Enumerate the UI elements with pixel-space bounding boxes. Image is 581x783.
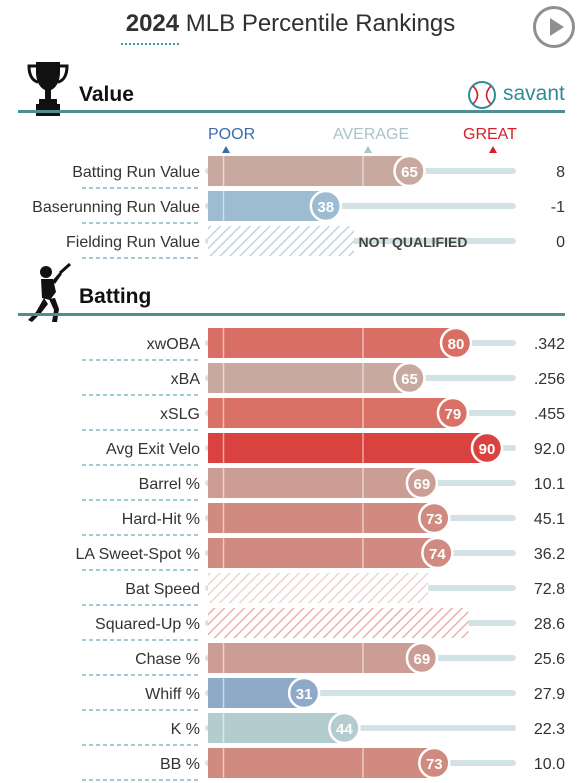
percentile-bubble-whiff <box>287 676 321 710</box>
scale-label-average: AVERAGE <box>333 126 410 143</box>
percentile-bar-squared-up <box>208 608 469 638</box>
percentile-value-k: 44 <box>336 721 353 738</box>
stat-value-hard-hit: 45.1 <box>534 511 565 528</box>
metric-label-fielding-run-value: Fielding Run Value <box>66 234 200 251</box>
percentile-bubble-bb <box>418 746 451 780</box>
stat-value-whiff: 27.9 <box>534 686 565 703</box>
percentile-bubble-avg-exit-velo <box>470 431 504 465</box>
play-button[interactable] <box>533 6 575 48</box>
percentile-bubble-la-sweet-spot <box>421 536 454 570</box>
percentile-bar-la-sweet-spot <box>208 538 438 568</box>
metric-label-xslg: xSLG <box>160 406 200 423</box>
percentile-bar-barrel <box>208 468 422 498</box>
metric-label-baserunning-run-value: Baserunning Run Value <box>32 199 200 216</box>
percentile-value-avg-exit-velo: 90 <box>479 441 496 458</box>
metric-label-whiff: Whiff % <box>145 686 200 703</box>
percentile-bar-bb <box>208 748 435 778</box>
stat-value-xslg: .455 <box>534 406 565 423</box>
percentile-bar-xwoba <box>208 328 456 358</box>
stat-value-xba: .256 <box>534 371 565 388</box>
percentile-bubble-xwoba <box>439 326 473 360</box>
percentile-value-xba: 65 <box>401 371 418 388</box>
stat-value-barrel: 10.1 <box>534 476 565 493</box>
section-rule-batting <box>18 313 565 316</box>
stat-value-baserunning-run-value: -1 <box>551 199 565 216</box>
percentile-bubble-xba <box>393 361 426 395</box>
stat-value-squared-up: 28.6 <box>534 616 565 633</box>
stat-value-bb: 10.0 <box>534 756 565 773</box>
metric-label-bb: BB % <box>160 756 200 773</box>
title-year: 2024 <box>125 10 180 37</box>
metric-label-hard-hit: Hard-Hit % <box>122 511 200 528</box>
batter-icon <box>28 262 72 322</box>
percentile-bar-hard-hit <box>208 503 435 533</box>
metric-label-bat-speed: Bat Speed <box>125 581 200 598</box>
percentile-bubble-chase <box>405 641 439 675</box>
percentile-bar-k <box>208 713 345 743</box>
metric-label-avg-exit-velo: Avg Exit Velo <box>106 441 200 458</box>
percentile-bar-fielding-run-value <box>208 226 354 256</box>
not-qualified-label: NOT QUALIFIED <box>359 234 468 250</box>
section-title-value: Value <box>79 83 134 106</box>
poor-arrow-icon <box>222 146 230 153</box>
percentile-value-baserunning-run-value: 38 <box>317 199 334 216</box>
great-arrow-icon <box>489 146 497 153</box>
percentile-bubble-k <box>328 711 361 745</box>
metric-label-chase: Chase % <box>135 651 200 668</box>
stat-value-k: 22.3 <box>534 721 565 738</box>
percentile-bar-chase <box>208 643 422 673</box>
savant-wordmark[interactable]: savant <box>503 82 565 105</box>
metric-label-barrel: Barrel % <box>139 476 200 493</box>
percentile-bar-baserunning-run-value <box>208 191 326 221</box>
percentile-bubble-batting-run-value <box>393 154 426 188</box>
stat-value-bat-speed: 72.8 <box>534 581 565 598</box>
percentile-bar-avg-exit-velo <box>208 433 487 463</box>
percentile-bubble-hard-hit <box>418 501 451 535</box>
stat-value-fielding-run-value: 0 <box>556 234 565 251</box>
stat-value-la-sweet-spot: 36.2 <box>534 546 565 563</box>
scale-label-poor: POOR <box>208 126 256 143</box>
section-rule-value <box>18 110 565 113</box>
percentile-value-chase: 69 <box>414 651 431 668</box>
percentile-value-hard-hit: 73 <box>426 511 443 528</box>
title-underline <box>121 43 179 45</box>
metric-label-batting-run-value: Batting Run Value <box>72 164 200 181</box>
percentile-bubble-barrel <box>405 466 439 500</box>
title-text: MLB Percentile Rankings <box>185 10 456 37</box>
percentile-value-xwoba: 80 <box>448 336 465 353</box>
percentile-bar-bat-speed <box>208 573 429 603</box>
average-arrow-icon <box>364 146 372 153</box>
scale-label-great: GREAT <box>463 126 517 143</box>
percentile-bubble-xslg <box>436 396 470 430</box>
percentile-bar-batting-run-value <box>208 156 410 186</box>
percentile-bubble-baserunning-run-value <box>309 189 343 223</box>
metric-label-k: K % <box>171 721 200 738</box>
percentile-value-bb: 73 <box>426 756 443 773</box>
section-title-batting: Batting <box>79 285 152 308</box>
stat-value-xwoba: .342 <box>534 336 565 353</box>
metric-label-la-sweet-spot: LA Sweet-Spot % <box>75 546 200 563</box>
metric-label-xwoba: xwOBA <box>147 336 201 353</box>
percentile-value-xslg: 79 <box>445 406 462 423</box>
metric-label-squared-up: Squared-Up % <box>95 616 200 633</box>
stat-value-avg-exit-velo: 92.0 <box>534 441 565 458</box>
percentile-value-whiff: 31 <box>296 686 313 703</box>
percentile-bar-xba <box>208 363 410 393</box>
percentile-value-batting-run-value: 65 <box>401 164 418 181</box>
stat-value-chase: 25.6 <box>534 651 565 668</box>
percentile-value-la-sweet-spot: 74 <box>429 546 446 563</box>
baseball-icon <box>468 81 496 109</box>
percentile-bar-xslg <box>208 398 453 428</box>
metric-label-xba: xBA <box>171 371 201 388</box>
savant-logo[interactable] <box>466 79 566 111</box>
page-title-wrap: 2024 MLB Percentile Rankings <box>0 10 581 38</box>
page-title: 2024 MLB Percentile Rankings <box>126 10 456 37</box>
stat-value-batting-run-value: 8 <box>556 164 565 181</box>
percentile-value-barrel: 69 <box>414 476 431 493</box>
